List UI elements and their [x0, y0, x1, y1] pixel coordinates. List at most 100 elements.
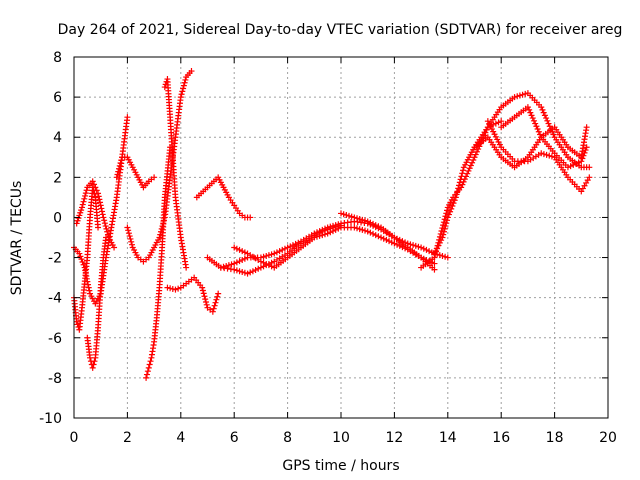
data-point — [524, 104, 531, 111]
data-point — [533, 123, 540, 130]
data-point — [367, 229, 374, 236]
data-point — [215, 290, 222, 297]
x-tick-label: 4 — [176, 430, 185, 446]
data-point — [211, 302, 218, 309]
data-point — [375, 223, 382, 230]
data-point — [538, 150, 545, 157]
data-point — [415, 243, 422, 250]
data-point — [182, 76, 189, 83]
data-point — [519, 91, 526, 98]
data-point — [486, 120, 493, 127]
data-point — [338, 210, 344, 217]
data-point — [114, 171, 121, 178]
data-point — [442, 223, 449, 230]
data-point — [260, 259, 267, 266]
axis-ticks — [73, 56, 609, 419]
data-point — [375, 233, 382, 240]
data-point — [213, 296, 220, 303]
data-point — [410, 242, 417, 249]
y-tick-label: -8 — [48, 371, 62, 387]
data-point — [581, 149, 588, 156]
series-sat-b — [71, 184, 102, 333]
data-point — [445, 211, 452, 218]
data-point — [79, 204, 86, 211]
data-point — [128, 241, 135, 248]
data-point — [388, 239, 395, 246]
data-point — [74, 217, 81, 224]
data-point — [540, 109, 547, 116]
data-point — [75, 215, 82, 222]
data-point — [76, 250, 83, 257]
data-point — [420, 245, 427, 252]
data-point — [102, 223, 109, 230]
y-tick-labels: -10 -8 -6 -4 -2 0 2 4 6 8 — [39, 50, 62, 427]
data-point — [442, 253, 449, 260]
data-point — [548, 153, 555, 160]
data-point — [469, 159, 476, 166]
data-point — [95, 193, 102, 200]
data-point — [492, 120, 499, 127]
data-point — [362, 227, 369, 234]
data-point — [89, 364, 96, 371]
series-sat-i — [164, 274, 222, 315]
data-point — [201, 293, 208, 300]
data-point — [455, 185, 462, 192]
data-point — [324, 230, 331, 237]
data-point — [151, 174, 158, 181]
data-point — [156, 234, 163, 241]
data-point — [167, 285, 174, 292]
data-point — [528, 112, 535, 119]
data-point — [128, 238, 135, 245]
data-point — [543, 115, 550, 122]
y-tick-label: -4 — [48, 291, 62, 307]
data-point — [239, 268, 246, 275]
data-point — [426, 248, 433, 255]
y-tick-label: 2 — [53, 170, 62, 186]
data-point — [444, 214, 451, 221]
data-point — [202, 298, 209, 305]
data-point — [263, 260, 270, 267]
data-point — [396, 242, 403, 249]
data-point — [529, 115, 536, 122]
data-point — [249, 268, 256, 275]
data-point — [77, 209, 84, 216]
data-point — [447, 208, 454, 215]
data-point — [367, 219, 374, 226]
data-point — [183, 264, 190, 271]
data-point — [436, 239, 443, 246]
data-point — [255, 265, 262, 272]
data-point — [180, 85, 187, 92]
data-point — [351, 224, 358, 231]
data-point — [96, 196, 103, 203]
data-point — [370, 230, 377, 237]
data-point — [514, 93, 521, 100]
data-point — [257, 264, 264, 271]
data-point — [236, 258, 243, 265]
data-point — [451, 197, 458, 204]
data-point — [281, 245, 288, 252]
data-point — [236, 268, 243, 275]
data-point — [289, 242, 296, 249]
data-point — [540, 151, 547, 158]
series-sat-l — [217, 222, 344, 277]
data-point — [124, 114, 131, 121]
data-point — [241, 255, 248, 262]
data-point — [582, 147, 589, 154]
x-tick-labels: 0 2 4 6 8 10 12 14 16 18 20 — [70, 430, 617, 446]
data-point — [210, 305, 217, 312]
data-point — [146, 361, 153, 368]
data-point — [354, 225, 361, 232]
data-point — [180, 82, 187, 89]
data-point — [383, 236, 390, 243]
data-point — [143, 371, 150, 378]
data-point — [522, 90, 529, 97]
data-point — [450, 200, 457, 207]
data-point — [488, 125, 495, 132]
data-point — [362, 217, 369, 224]
data-point — [550, 131, 557, 138]
data-point — [236, 246, 243, 253]
data-point — [175, 285, 182, 292]
series-sat-s — [498, 104, 590, 171]
data-point — [83, 187, 90, 194]
series-sat-h — [161, 76, 190, 271]
